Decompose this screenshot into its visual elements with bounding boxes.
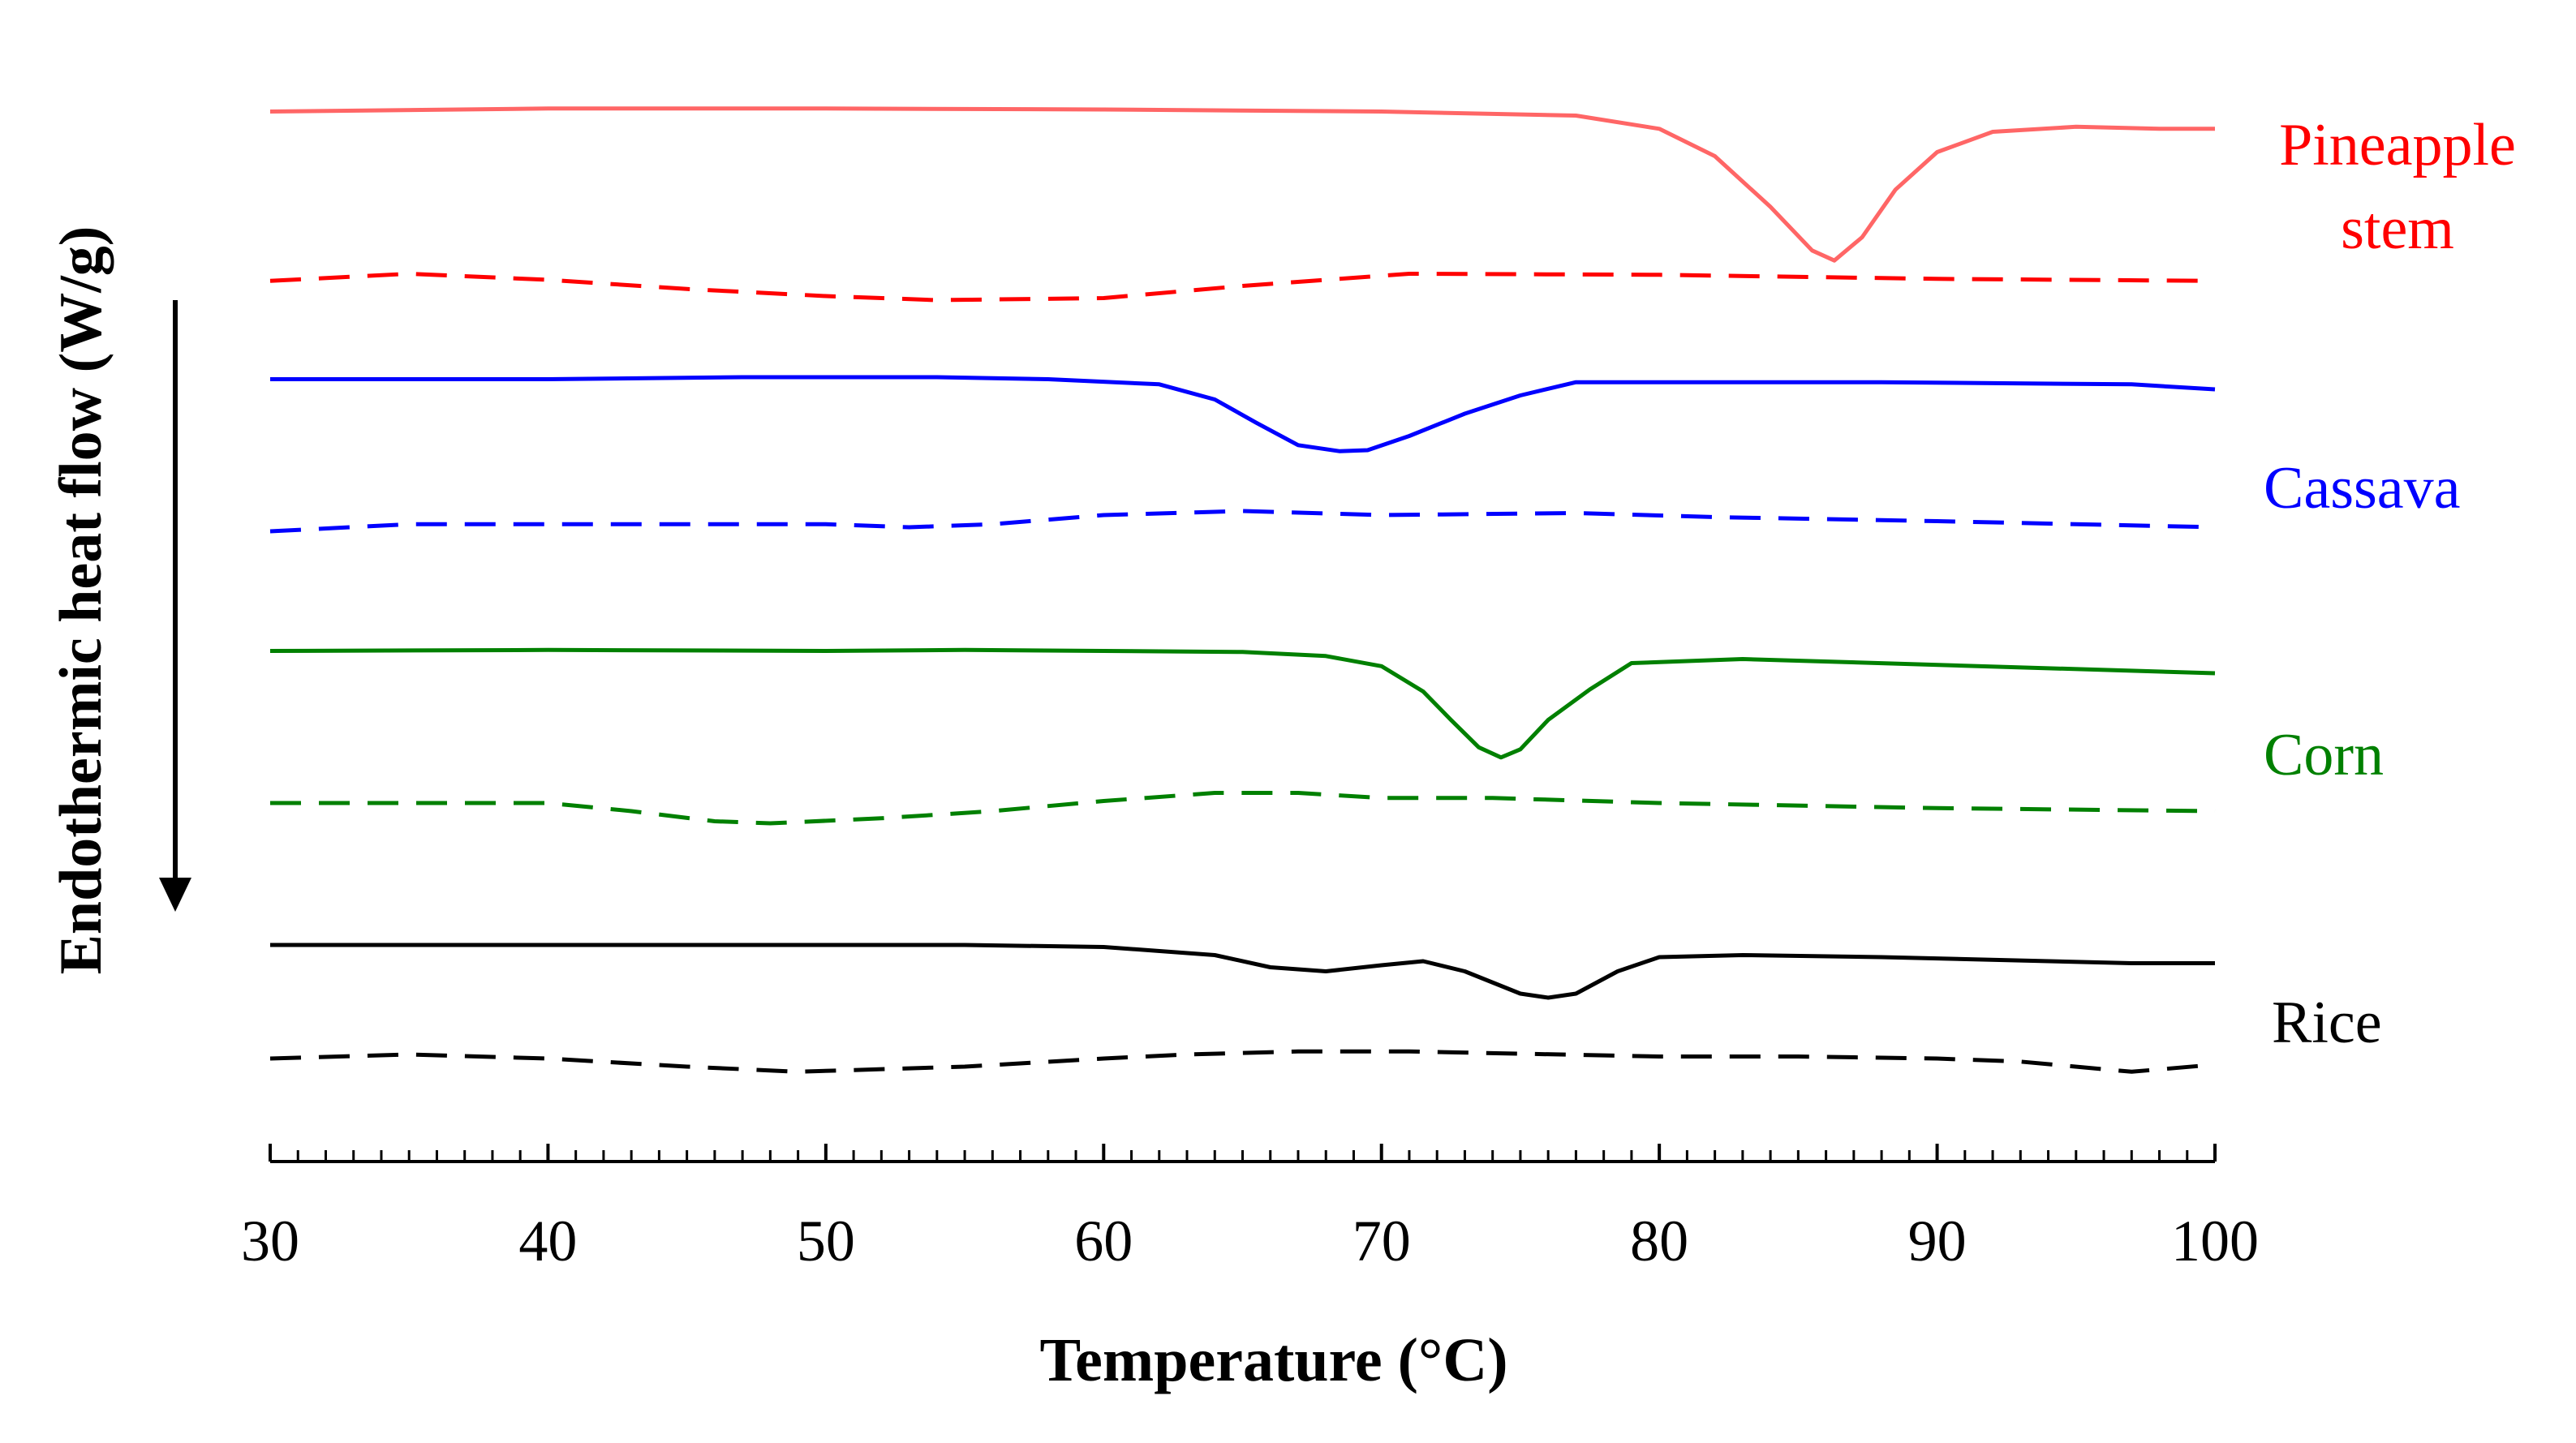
series-line-pineapple-stem-pregelatinized: [269, 272, 2216, 303]
series-line-rice-native: [270, 943, 2215, 1000]
series-line-corn-native: [269, 647, 2216, 760]
y-direction-arrow: [159, 300, 191, 912]
arrow-head-icon: [159, 878, 191, 912]
label-pineapple-line-2: stem: [2341, 195, 2454, 262]
x-tick-label: 60: [1074, 1209, 1133, 1273]
series-line-rice-pregelatinized: [269, 1049, 2216, 1074]
x-tick-label: 100: [2171, 1209, 2259, 1273]
x-tick-label: 80: [1630, 1209, 1688, 1273]
label-rice: Rice: [2272, 990, 2382, 1056]
x-tick-label: 50: [797, 1209, 855, 1273]
label-pineapple-stem: Pineapple stem: [2279, 112, 2516, 262]
x-tick-label: 30: [241, 1209, 299, 1273]
x-axis-title: Temperature (°C): [1039, 1326, 1507, 1394]
x-axis: 30 40 50 60 70 80 90 100: [241, 1144, 2259, 1273]
series-line-pineapple-stem-native: [269, 106, 2215, 263]
label-pineapple-line-1: Pineapple: [2279, 112, 2516, 178]
label-cassava: Cassava: [2264, 455, 2461, 522]
series-line-corn-pregelatinized: [270, 791, 2216, 826]
series-line-cassava-native: [270, 375, 2216, 453]
series-line-cassava-pregelatinized: [269, 509, 2216, 534]
label-corn: Corn: [2264, 722, 2384, 788]
series-layer: [269, 106, 2216, 1074]
x-tick-label: 40: [518, 1209, 577, 1273]
x-tick-label: 70: [1353, 1209, 1411, 1273]
y-axis-title: Endothermic heat flow (W/g): [48, 226, 114, 975]
x-tick-label: 90: [1908, 1209, 1967, 1273]
